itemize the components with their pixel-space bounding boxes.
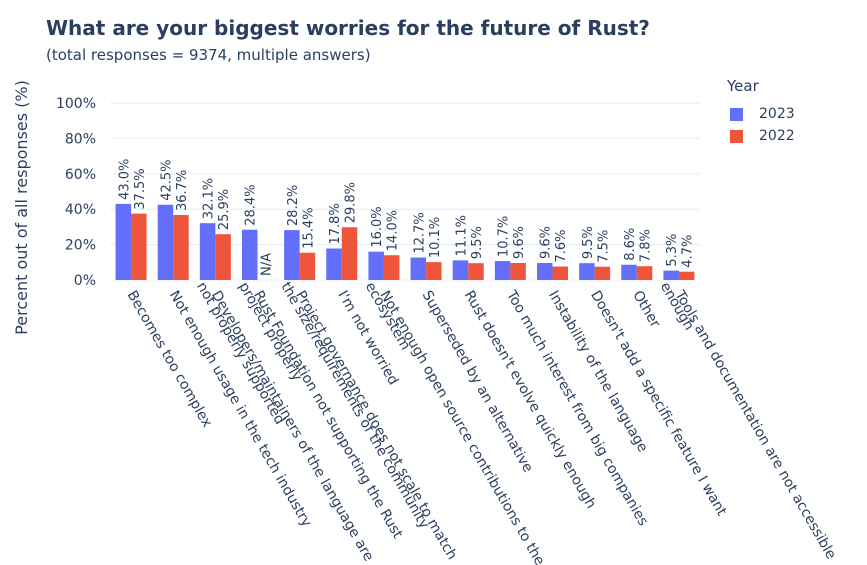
bar xyxy=(552,266,568,280)
bar xyxy=(663,270,679,280)
bar xyxy=(341,227,358,280)
legend-title: Year xyxy=(727,77,759,95)
data-label: 36.7% xyxy=(175,170,190,211)
bar xyxy=(199,223,216,280)
data-label: 9.6% xyxy=(512,226,527,259)
bar xyxy=(299,252,316,280)
y-tick-label: 60% xyxy=(65,167,96,183)
data-label: 10.1% xyxy=(428,217,443,258)
bar xyxy=(426,262,442,280)
bar xyxy=(157,204,174,280)
bar xyxy=(537,263,553,280)
data-label: 9.5% xyxy=(581,226,596,259)
x-tick-label-line: Tools and documentation are not accessib… xyxy=(671,287,839,562)
data-label: 32.1% xyxy=(202,178,217,219)
data-label: 17.8% xyxy=(328,203,343,244)
data-label: 7.5% xyxy=(596,230,611,263)
x-tick-label-line: Becomes too complex xyxy=(124,288,215,430)
data-label: 7.6% xyxy=(554,230,569,263)
data-label: 11.1% xyxy=(454,215,469,256)
bar xyxy=(468,263,484,280)
y-axis-label: Percent out of all responses (%) xyxy=(12,80,31,335)
bar xyxy=(131,213,147,280)
data-label: 25.9% xyxy=(217,189,232,230)
data-label: 28.2% xyxy=(286,185,301,226)
data-label: 12.7% xyxy=(412,212,427,253)
legend-swatch xyxy=(730,129,743,143)
legend-label: 2022 xyxy=(759,128,795,144)
data-label: N/A xyxy=(259,253,274,276)
bar xyxy=(410,257,427,280)
data-label: 16.0% xyxy=(370,206,385,247)
data-label: 10.7% xyxy=(497,216,512,257)
bar xyxy=(594,266,611,280)
data-label: 9.6% xyxy=(539,226,554,259)
bar xyxy=(621,264,637,280)
x-tick-label: Tools and documentation are not accessib… xyxy=(657,275,839,565)
data-label: 28.4% xyxy=(244,184,259,225)
bar xyxy=(494,261,511,280)
bar xyxy=(678,271,695,280)
bar xyxy=(284,230,300,280)
legend-label: 2023 xyxy=(759,106,795,122)
data-label: 43.0% xyxy=(117,159,132,200)
bar xyxy=(173,215,189,280)
data-label: 15.4% xyxy=(301,207,316,248)
x-tick-label-line: Other xyxy=(629,288,663,331)
y-tick-label: 0% xyxy=(74,273,96,289)
bar xyxy=(579,263,595,280)
chart-title: What are your biggest worries for the fu… xyxy=(46,16,650,40)
data-label: 37.5% xyxy=(133,168,148,209)
bar xyxy=(368,251,384,280)
data-label: 5.3% xyxy=(665,234,680,267)
bar xyxy=(510,263,526,280)
legend-item-2023[interactable]: 2023 xyxy=(727,103,795,125)
data-label: 7.8% xyxy=(639,229,654,262)
bar xyxy=(242,229,258,280)
bar xyxy=(636,266,653,280)
chart-subtitle: (total responses = 9374, multiple answer… xyxy=(46,46,371,64)
data-label: 42.5% xyxy=(159,159,174,200)
data-label: 29.8% xyxy=(344,182,359,223)
data-label: 14.0% xyxy=(386,210,401,251)
legend: Year 2023 2022 xyxy=(727,77,795,147)
x-tick-label: Becomes too complex xyxy=(124,288,215,430)
bar xyxy=(383,255,400,280)
bar xyxy=(452,260,469,280)
bar xyxy=(326,248,342,280)
y-tick-label: 40% xyxy=(65,202,96,218)
bar xyxy=(215,234,231,280)
legend-swatch xyxy=(730,107,743,121)
data-label: 4.7% xyxy=(681,235,696,268)
y-tick-label: 100% xyxy=(56,96,96,112)
data-label: 8.6% xyxy=(623,228,638,261)
bar xyxy=(115,203,132,280)
x-tick-label: Other xyxy=(629,288,663,331)
data-label: 9.5% xyxy=(470,226,485,259)
y-tick-label: 80% xyxy=(65,131,96,147)
y-tick-label: 20% xyxy=(65,238,96,254)
legend-item-2022[interactable]: 2022 xyxy=(727,125,795,147)
